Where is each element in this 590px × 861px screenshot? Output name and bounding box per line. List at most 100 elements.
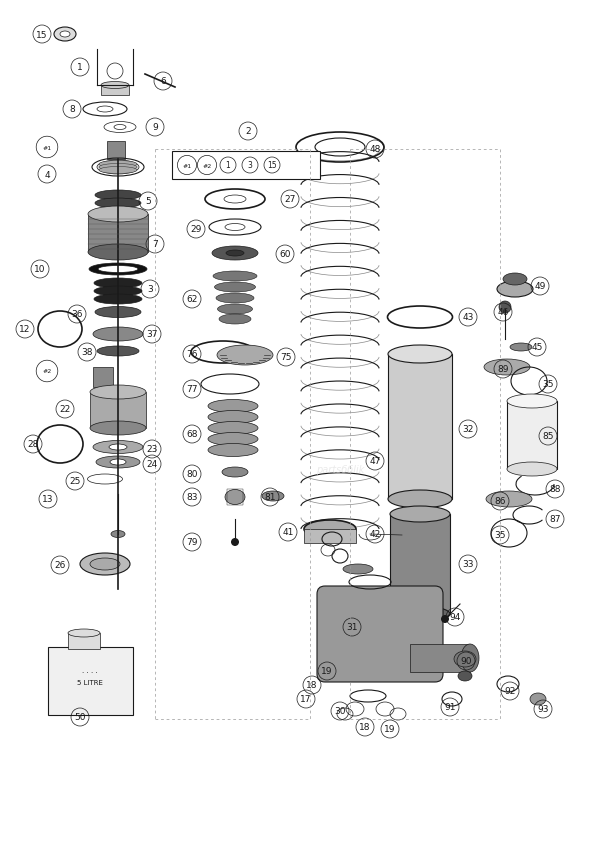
Text: 93: 93 <box>537 704 549 714</box>
Ellipse shape <box>99 161 137 168</box>
Text: 32: 32 <box>463 425 474 434</box>
Text: 12: 12 <box>19 325 31 334</box>
Text: 7: 7 <box>152 240 158 249</box>
Ellipse shape <box>93 328 143 342</box>
Text: 38: 38 <box>81 348 93 357</box>
Ellipse shape <box>486 492 532 507</box>
Ellipse shape <box>461 644 479 672</box>
Ellipse shape <box>97 161 139 175</box>
Ellipse shape <box>212 247 258 261</box>
Ellipse shape <box>208 422 258 435</box>
Bar <box>410 644 470 672</box>
Text: 46: 46 <box>497 308 509 317</box>
Text: 80: 80 <box>186 470 198 479</box>
Ellipse shape <box>454 651 476 667</box>
Ellipse shape <box>484 360 530 375</box>
Bar <box>390 514 450 614</box>
Ellipse shape <box>98 266 138 273</box>
Text: 10: 10 <box>34 265 46 274</box>
Text: 22: 22 <box>60 405 71 414</box>
Ellipse shape <box>89 263 147 276</box>
Bar <box>88 214 148 253</box>
Ellipse shape <box>458 672 472 681</box>
Text: 47: 47 <box>369 457 381 466</box>
FancyBboxPatch shape <box>317 586 443 682</box>
Bar <box>90 393 146 429</box>
Text: 35: 35 <box>542 380 554 389</box>
Text: 31: 31 <box>346 623 358 632</box>
Text: 50: 50 <box>74 713 86 722</box>
Ellipse shape <box>88 207 148 223</box>
Ellipse shape <box>217 345 273 366</box>
Bar <box>101 86 129 96</box>
Ellipse shape <box>93 441 143 454</box>
Text: 75: 75 <box>280 353 291 362</box>
Text: 8: 8 <box>69 105 75 115</box>
Ellipse shape <box>68 629 100 637</box>
Ellipse shape <box>54 28 76 42</box>
Text: 2: 2 <box>245 127 251 136</box>
Ellipse shape <box>497 282 533 298</box>
Text: 25: 25 <box>69 477 81 486</box>
Ellipse shape <box>80 554 130 575</box>
Circle shape <box>231 538 239 547</box>
Text: 30: 30 <box>335 707 346 715</box>
Text: 77: 77 <box>186 385 198 394</box>
Text: · · · ·
5 LITRE: · · · · 5 LITRE <box>77 669 103 685</box>
Text: #2: #2 <box>202 164 212 168</box>
Text: partsббlik: partsббlik <box>316 464 364 474</box>
Text: 35: 35 <box>494 531 506 540</box>
Ellipse shape <box>503 274 527 286</box>
Ellipse shape <box>304 520 356 538</box>
Text: 48: 48 <box>369 146 381 154</box>
Text: 26: 26 <box>54 561 65 570</box>
Ellipse shape <box>213 272 257 282</box>
Bar <box>68 633 100 649</box>
Ellipse shape <box>90 386 146 400</box>
Text: 9: 9 <box>152 123 158 133</box>
Bar <box>388 355 452 499</box>
Text: 24: 24 <box>146 460 158 469</box>
Text: 87: 87 <box>549 515 560 523</box>
Ellipse shape <box>97 347 139 356</box>
Ellipse shape <box>95 307 141 318</box>
Ellipse shape <box>94 287 142 297</box>
Text: 17: 17 <box>300 695 312 703</box>
Ellipse shape <box>226 251 244 257</box>
Ellipse shape <box>99 167 137 174</box>
Ellipse shape <box>225 490 245 505</box>
Text: 18: 18 <box>359 722 371 732</box>
Ellipse shape <box>262 492 284 501</box>
Text: 18: 18 <box>306 681 318 690</box>
Ellipse shape <box>510 344 532 351</box>
Text: #1: #1 <box>42 146 51 151</box>
Bar <box>93 368 113 387</box>
Ellipse shape <box>109 444 127 450</box>
Text: 92: 92 <box>504 687 516 696</box>
Ellipse shape <box>388 345 452 363</box>
Text: 6: 6 <box>160 77 166 86</box>
Text: 23: 23 <box>146 445 158 454</box>
Ellipse shape <box>99 164 137 171</box>
Ellipse shape <box>94 294 142 305</box>
Ellipse shape <box>507 462 557 476</box>
Ellipse shape <box>530 693 546 705</box>
Text: 86: 86 <box>494 497 506 506</box>
Ellipse shape <box>96 456 140 468</box>
Ellipse shape <box>390 506 450 523</box>
Bar <box>172 152 320 180</box>
Text: 13: 13 <box>42 495 54 504</box>
Ellipse shape <box>111 531 125 538</box>
Ellipse shape <box>507 394 557 408</box>
Text: 81: 81 <box>264 493 276 502</box>
Text: 49: 49 <box>535 282 546 291</box>
Bar <box>304 530 356 543</box>
Text: 88: 88 <box>549 485 560 494</box>
Ellipse shape <box>90 422 146 436</box>
Text: 36: 36 <box>71 310 83 319</box>
Ellipse shape <box>222 468 248 478</box>
Ellipse shape <box>390 606 450 623</box>
Text: 62: 62 <box>186 295 198 304</box>
Text: 90: 90 <box>460 657 472 666</box>
Text: 1: 1 <box>225 161 230 170</box>
